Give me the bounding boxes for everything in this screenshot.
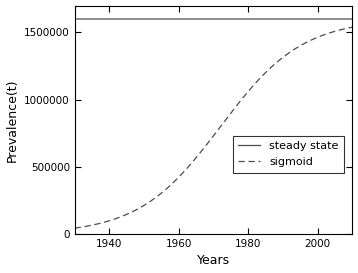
steady state xyxy=(73,17,77,21)
steady state xyxy=(342,17,347,21)
sigmoid xyxy=(208,139,212,142)
steady state xyxy=(200,17,204,21)
X-axis label: Years: Years xyxy=(197,254,230,268)
Line: sigmoid: sigmoid xyxy=(75,27,352,228)
sigmoid xyxy=(73,227,77,230)
steady state xyxy=(291,17,296,21)
sigmoid xyxy=(200,148,204,152)
steady state xyxy=(87,17,91,21)
sigmoid xyxy=(291,48,296,52)
Legend: steady state, sigmoid: steady state, sigmoid xyxy=(232,136,344,173)
sigmoid xyxy=(87,224,91,227)
sigmoid xyxy=(342,27,347,31)
sigmoid xyxy=(342,27,347,31)
steady state xyxy=(342,17,347,21)
steady state xyxy=(208,17,212,21)
Y-axis label: Prevalence(t): Prevalence(t) xyxy=(6,78,19,162)
steady state xyxy=(350,17,354,21)
sigmoid xyxy=(350,26,354,29)
